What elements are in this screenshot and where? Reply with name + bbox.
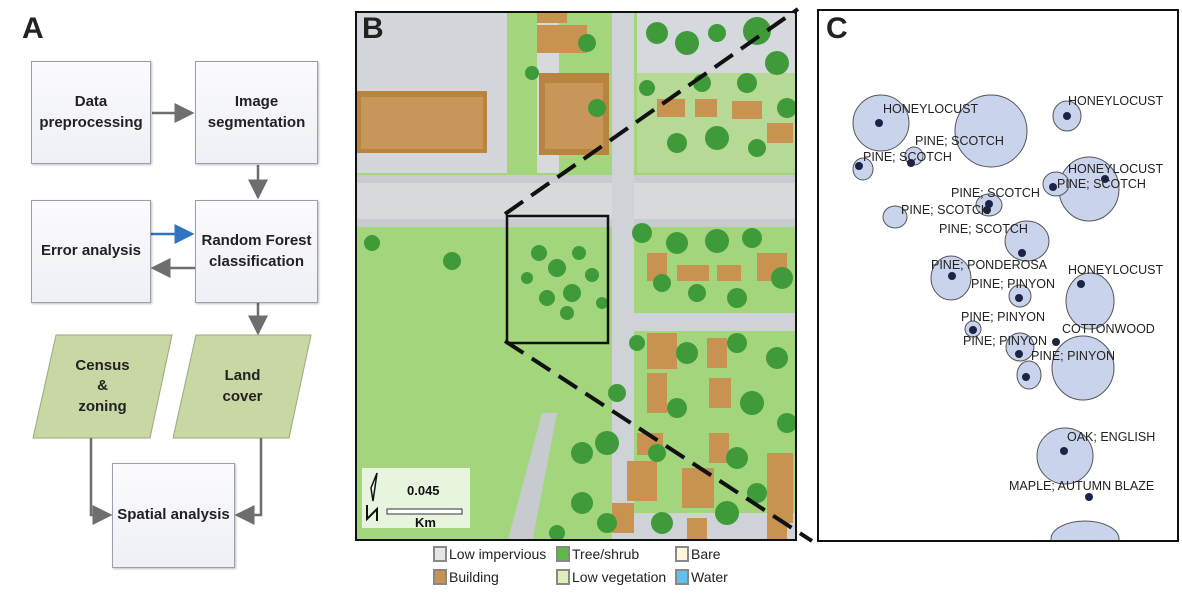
- legend-swatch: [433, 546, 447, 562]
- tree-point: [1101, 175, 1109, 183]
- tree-label: OAK; ENGLISH: [1067, 430, 1155, 444]
- legend-swatch: [556, 569, 570, 585]
- tree-point: [1077, 280, 1085, 288]
- tree-canopy: [882, 205, 908, 229]
- land-cover-map-canvas: [357, 13, 795, 539]
- tree-point: [1060, 447, 1068, 455]
- panel-label-a: A: [22, 12, 44, 45]
- tree-canopy: [1050, 520, 1120, 540]
- scale-bar-unit: Km: [415, 515, 436, 530]
- tree-canopy: [1004, 220, 1050, 262]
- tree-canopy: [1005, 332, 1035, 362]
- legend-swatch: [556, 546, 570, 562]
- census-zoning-label: Census & zoning: [75, 357, 130, 415]
- flowchart-connectors: [32, 103, 312, 525]
- legend-swatch: [675, 546, 689, 562]
- legend-item-low-impervious: Low impervious: [433, 546, 546, 562]
- tree-inventory-panel: HONEYLOCUST HONEYLOCUST PINE; SCOTCH PINE; …: [817, 9, 1179, 542]
- tree-label: PINE; SCOTCH: [915, 134, 1004, 148]
- panel-label-c: C: [826, 12, 848, 45]
- legend-item-bare: Bare: [675, 546, 721, 562]
- tree-point: [985, 200, 993, 208]
- tree-canopy: [1065, 272, 1115, 330]
- tree-label: PINE; PINYON: [971, 277, 1055, 291]
- tree-label: PINE; PONDEROSA: [931, 258, 1048, 272]
- image-segmentation-box: Image segmentation: [195, 61, 318, 164]
- legend-label: Tree/shrub: [572, 546, 640, 562]
- legend-item-tree-shrub: Tree/shrub: [556, 546, 639, 562]
- panel-label-b: B: [362, 12, 384, 45]
- tree-label: COTTONWOOD: [1062, 322, 1155, 336]
- tree-point: [875, 119, 883, 127]
- tree-label: MAPLE; AUTUMN BLAZE: [1009, 479, 1154, 493]
- tree-point: [1018, 249, 1026, 257]
- legend-item-low-vegetation: Low vegetation: [556, 569, 666, 585]
- legend-swatch: [675, 569, 689, 585]
- tree-point: [1052, 338, 1060, 346]
- error-analysis-box: Error analysis: [31, 200, 151, 303]
- tree-label: PINE; PINYON: [961, 310, 1045, 324]
- census-zoning-shape: [32, 334, 173, 439]
- tree-label: PINE; SCOTCH: [1057, 177, 1146, 191]
- legend-swatch: [433, 569, 447, 585]
- arrow-landcover-to-spatial: [234, 438, 263, 525]
- scale-bar-value: 0.045: [407, 483, 440, 498]
- data-preprocessing-box: Data preprocessing: [31, 61, 151, 164]
- legend-label: Low impervious: [449, 546, 547, 562]
- tree-point: [1022, 373, 1030, 381]
- tree-label: PINE; PINYON: [963, 334, 1047, 348]
- land-cover-label: Land cover: [222, 367, 263, 405]
- tree-point: [907, 159, 915, 167]
- tree-point: [948, 272, 956, 280]
- tree-canopy: [1051, 335, 1115, 401]
- tree-label: PINE; PINYON: [1031, 349, 1115, 363]
- random-forest-box: Random Forest classification: [195, 200, 318, 303]
- tree-point: [1049, 183, 1057, 191]
- legend-label: Bare: [691, 546, 721, 562]
- legend-label: Low vegetation: [572, 569, 667, 585]
- tree-canopy: [1036, 427, 1094, 485]
- tree-point: [969, 326, 977, 334]
- tree-label: PINE; SCOTCH: [951, 186, 1040, 200]
- tree-label: HONEYLOCUST: [1068, 94, 1164, 108]
- spatial-analysis-box: Spatial analysis: [112, 463, 235, 568]
- arrow-census-to-spatial: [89, 438, 113, 525]
- tree-label: HONEYLOCUST: [883, 102, 979, 116]
- tree-point: [855, 162, 863, 170]
- tree-label: PINE; SCOTCH: [863, 150, 952, 164]
- land-cover-shape: [172, 334, 312, 439]
- legend-label: Water: [691, 569, 728, 585]
- tree-canopy: [954, 94, 1028, 168]
- legend-item-water: Water: [675, 569, 728, 585]
- tree-point: [1015, 294, 1023, 302]
- tree-point: [1085, 493, 1093, 501]
- tree-label: HONEYLOCUST: [1068, 162, 1164, 176]
- tree-point: [1063, 112, 1071, 120]
- legend-item-building: Building: [433, 569, 499, 585]
- tree-label: PINE; SCOTCH: [901, 203, 990, 217]
- tree-point: [1015, 350, 1023, 358]
- tree-label: PINE; SCOTCH: [939, 222, 1028, 236]
- legend-label: Building: [449, 569, 499, 585]
- tree-label: HONEYLOCUST: [1068, 263, 1164, 277]
- tree-canopy: [1042, 171, 1070, 197]
- land-cover-map: 0.045 Km: [355, 11, 797, 541]
